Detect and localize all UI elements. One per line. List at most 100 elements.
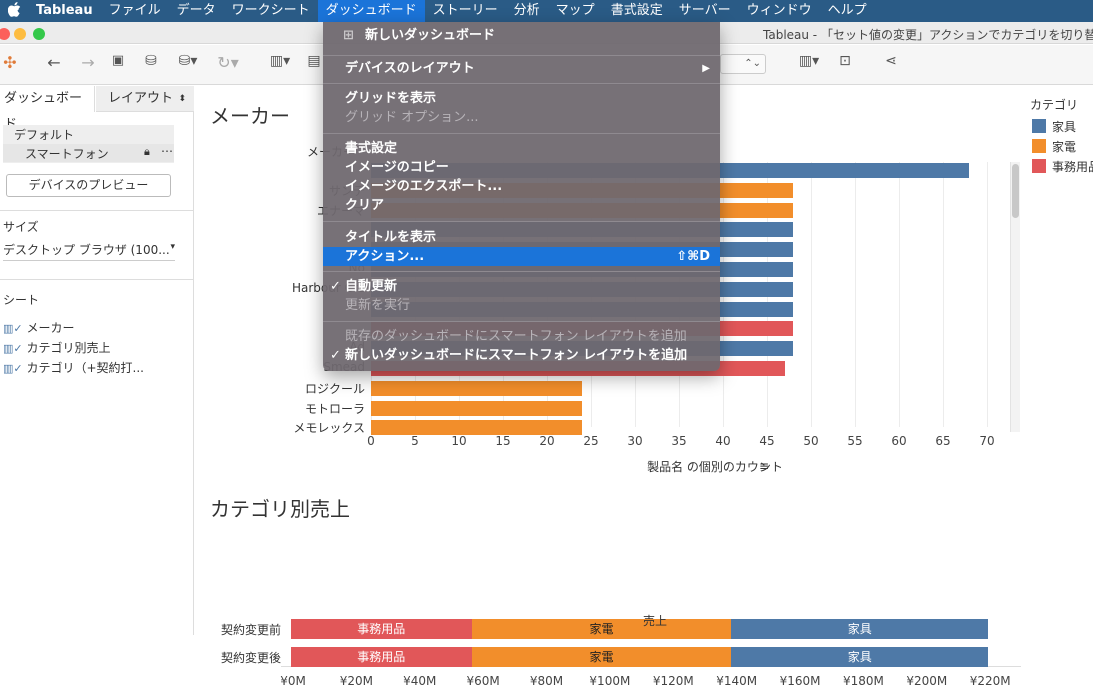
menu-map[interactable]: マップ [555, 3, 595, 18]
maker-x-axis-label: 製品名 の個別のカウント [647, 460, 783, 474]
tableau-logo-icon[interactable]: ✣ [3, 53, 17, 72]
redo-icon: → [81, 53, 95, 72]
fit-dropdown[interactable]: ⌃⌄ [720, 54, 766, 74]
sheet-item[interactable]: ▥✓ カテゴリ（+契約打... [3, 359, 144, 379]
size-select[interactable]: デスクトップ ブラウザ (100... ▾ [3, 241, 175, 261]
menu-item-copy-image[interactable]: イメージのコピー [345, 160, 449, 175]
chevron-down-icon: ▾ [170, 242, 175, 252]
menu-item-label: 新しいダッシュボード [365, 28, 496, 43]
menu-item-clear[interactable]: クリア [345, 198, 385, 213]
menu-item-add-phone-layout-existing: 既存のダッシュボードにスマートフォン レイアウトを追加 [345, 329, 687, 344]
category-label: モトローラ [304, 401, 365, 416]
menu-item-add-phone-layout-new[interactable]: ✓ 新しいダッシュボードにスマートフォン レイアウトを追加 [323, 346, 720, 365]
tab-dashboard[interactable]: ダッシュボード [0, 86, 95, 132]
layout-default[interactable]: デフォルト [14, 128, 75, 142]
x-tick-label: 25 [583, 434, 599, 448]
menu-item-actions[interactable]: アクション... ⇧⌘D [323, 247, 720, 266]
x-tick-label: ¥40M [403, 674, 437, 688]
menu-data[interactable]: データ [176, 3, 216, 18]
stacked-segment[interactable]: 事務用品 [291, 619, 472, 639]
share-icon[interactable]: ⋖ [885, 53, 897, 69]
bar[interactable] [371, 380, 583, 396]
menu-dashboard[interactable]: ダッシュボード [317, 0, 425, 22]
menu-item-new-dashboard[interactable]: ⊞ 新しいダッシュボード [323, 26, 720, 45]
lock-icon: 🔒︎ [144, 145, 150, 158]
legend-item[interactable]: 家具 [1030, 117, 1093, 137]
menu-item-auto-update[interactable]: ✓ 自動更新 [323, 277, 720, 296]
worksheet-check-icon: ▥✓ [3, 322, 23, 335]
sort-icon[interactable]: ≡ [759, 459, 770, 473]
menu-worksheet[interactable]: ワークシート [231, 3, 310, 18]
category-label: メモレックス [293, 421, 365, 436]
close-window-button[interactable] [0, 28, 10, 40]
x-tick-label: 10 [451, 434, 467, 448]
pause-updates-icon[interactable]: ⛁▾ [178, 53, 198, 69]
menu-item-show-title[interactable]: タイトルを表示 [345, 230, 437, 245]
maker-chart-title: メーカー [210, 104, 290, 128]
duplicate-sheet-icon[interactable]: ▤ [307, 53, 321, 69]
submenu-arrow-icon: ▶ [702, 63, 710, 74]
save-icon[interactable]: ▣ [111, 53, 125, 68]
x-tick-label: 50 [803, 434, 819, 448]
menu-window[interactable]: ウィンドウ [746, 3, 812, 18]
menu-separator [323, 133, 720, 134]
menu-tableau[interactable]: Tableau [36, 3, 93, 18]
x-tick-label: 40 [715, 434, 731, 448]
stacked-segment[interactable]: 家電 [471, 647, 732, 667]
menu-item-device-layout[interactable]: デバイスのレイアウト ▶ [323, 59, 720, 78]
legend-swatch [1032, 119, 1046, 133]
sales-x-axis-label: 売上 [642, 614, 667, 628]
menu-file[interactable]: ファイル [108, 3, 161, 18]
x-tick-label: ¥220M [969, 674, 1011, 688]
menu-story[interactable]: ストーリー [432, 3, 498, 18]
category-legend: カテゴリ 家具家電事務用品 [1030, 96, 1093, 177]
menu-server[interactable]: サーバー [678, 3, 731, 18]
x-tick-label: ¥20M [339, 674, 373, 688]
x-tick-label: ¥120M [652, 674, 694, 688]
bar[interactable] [371, 400, 583, 416]
apple-icon[interactable] [0, 1, 28, 21]
minimize-window-button[interactable] [14, 28, 26, 40]
legend-item[interactable]: 家電 [1030, 137, 1093, 157]
device-preview-button[interactable]: デバイスのプレビュー [6, 174, 171, 197]
bar[interactable] [371, 420, 583, 436]
checkmark-icon: ✓ [330, 279, 341, 294]
menu-item-shortcut: ⇧⌘D [676, 249, 710, 264]
more-icon[interactable]: ⋯ [161, 144, 173, 158]
new-datasource-icon[interactable]: ⛁ [145, 53, 157, 69]
menu-item-format[interactable]: 書式設定 [345, 141, 398, 156]
worksheet-check-icon: ▥✓ [3, 342, 23, 355]
scrollbar-thumb[interactable] [1012, 164, 1019, 218]
show-me-icon[interactable]: ▥▾ [798, 53, 820, 69]
x-tick-label: ¥0M [280, 674, 306, 688]
stacked-segment[interactable]: 家具 [731, 647, 989, 667]
menu-help[interactable]: ヘルプ [827, 3, 867, 18]
menu-item-export-image[interactable]: イメージのエクスポート... [345, 179, 503, 194]
x-tick-label: ¥60M [466, 674, 500, 688]
zoom-window-button[interactable] [33, 28, 45, 40]
sheet-list: ▥✓ メーカー ▥✓ カテゴリ別売上 ▥✓ カテゴリ（+契約打... [3, 319, 144, 379]
presentation-mode-icon[interactable]: ⊡ [839, 53, 851, 69]
layout-phone-row[interactable]: スマートフォン 🔒︎ ⋯ [3, 144, 174, 162]
stacked-segment[interactable]: 事務用品 [291, 647, 472, 667]
menu-item-label: デバイスのレイアウト [345, 61, 475, 76]
tab-layout[interactable]: レイアウト ⬍ [96, 86, 194, 112]
sheet-item[interactable]: ▥✓ カテゴリ別売上 [3, 339, 144, 359]
undo-icon[interactable]: ← [47, 53, 61, 72]
menu-format[interactable]: 書式設定 [610, 3, 663, 18]
checkmark-icon: ✓ [330, 348, 341, 363]
menu-item-show-grid[interactable]: グリッドを表示 [345, 91, 437, 106]
sheet-item[interactable]: ▥✓ メーカー [3, 319, 144, 339]
dashboard-side-panel: ダッシュボード レイアウト ⬍ デフォルト スマートフォン 🔒︎ ⋯ デバイスの… [0, 86, 194, 635]
refresh-icon: ↻▾ [217, 53, 239, 72]
stacked-segment[interactable]: 家電 [471, 619, 732, 639]
menu-item-grid-options: グリッド オプション... [345, 110, 479, 125]
menu-analysis[interactable]: 分析 [513, 3, 540, 18]
legend-title: カテゴリ [1030, 98, 1079, 112]
maker-chart-scrollbar[interactable] [1010, 162, 1020, 432]
x-tick-label: 60 [891, 434, 907, 448]
legend-item[interactable]: 事務用品 [1030, 157, 1093, 177]
stacked-segment[interactable]: 家具 [731, 619, 989, 639]
new-worksheet-icon[interactable]: ▥▾ [269, 53, 291, 69]
x-tick-label: 70 [979, 434, 995, 448]
